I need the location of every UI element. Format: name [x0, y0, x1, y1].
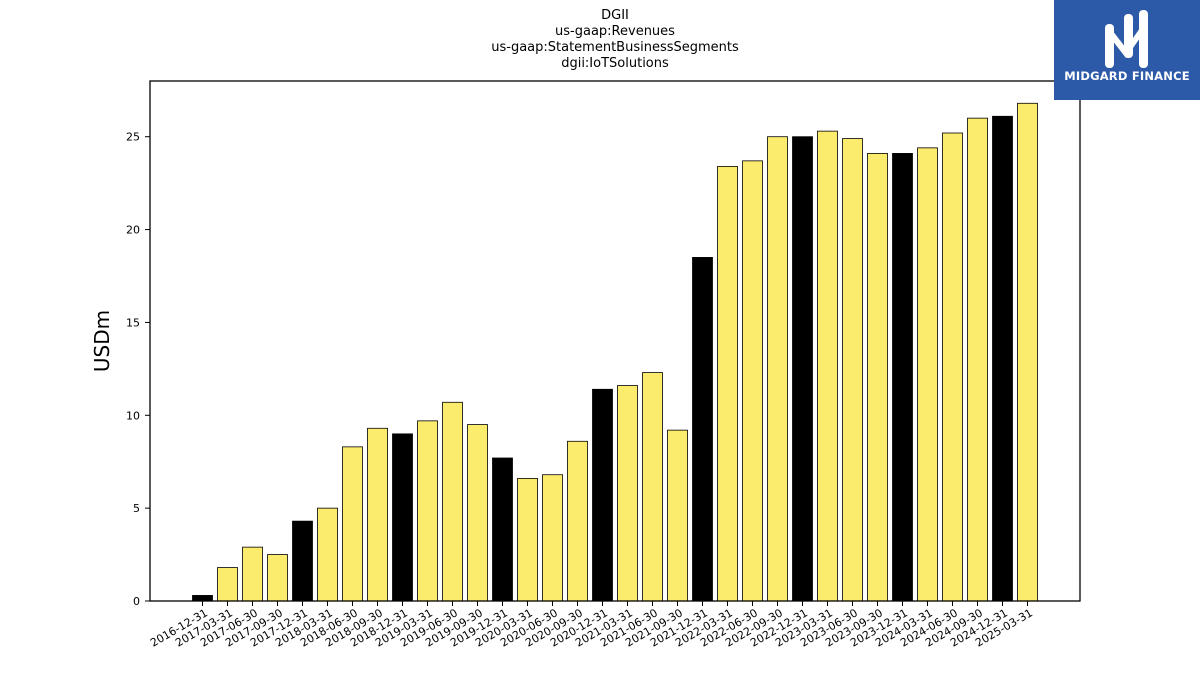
- bar-2017-03-31: [217, 567, 238, 602]
- bar-2020-09-30: [567, 440, 588, 602]
- bar-2017-12-31: [292, 520, 313, 602]
- bar-2024-06-30: [942, 132, 963, 602]
- bar-2023-06-30: [842, 138, 863, 602]
- x-axis: 2016-12-312017-03-312017-06-302017-09-30…: [148, 601, 1035, 650]
- title-line-3: us-gaap:StatementBusinessSegments: [491, 40, 739, 55]
- bar-2022-12-31: [792, 136, 813, 602]
- bar-2025-03-31: [1017, 102, 1038, 602]
- bar-2020-03-31: [517, 478, 538, 602]
- bar-2018-12-31: [392, 433, 413, 602]
- y-tick-label-5: 5: [133, 502, 140, 515]
- bar-2020-12-31: [592, 388, 613, 602]
- bars-group: [192, 102, 1038, 602]
- y-axis-label: USDm: [90, 310, 114, 372]
- bar-2021-06-30: [642, 372, 663, 602]
- bar-2019-09-30: [467, 424, 488, 602]
- bar-2021-12-31: [692, 257, 713, 602]
- bar-2023-12-31: [892, 153, 913, 602]
- midgard-finance-logo: MIDGARD FINANCE: [1054, 0, 1200, 100]
- y-tick-label-20: 20: [126, 224, 140, 237]
- bar-2016-12-31: [192, 595, 213, 602]
- y-axis: 0 5 10 15 20 25: [126, 131, 150, 608]
- bar-2022-09-30: [767, 136, 788, 602]
- y-tick-label-10: 10: [126, 409, 140, 422]
- bar-2022-03-31: [717, 166, 738, 602]
- y-tick-label-25: 25: [126, 131, 140, 144]
- bar-2019-06-30: [442, 401, 463, 602]
- bar-2024-09-30: [967, 117, 988, 602]
- bar-2020-06-30: [542, 474, 563, 602]
- plot-frame: [149, 80, 1081, 602]
- bar-2024-12-31: [992, 115, 1013, 602]
- title-line-1: DGII: [601, 8, 629, 23]
- bar-2017-06-30: [242, 546, 263, 602]
- logo-mark-icon: [1105, 10, 1148, 68]
- logo-text: MIDGARD FINANCE: [1064, 69, 1190, 83]
- bar-2018-06-30: [342, 446, 363, 602]
- bar-2023-03-31: [817, 130, 838, 602]
- bar-2021-03-31: [617, 385, 638, 602]
- bar-2018-09-30: [367, 427, 388, 602]
- title-line-2: us-gaap:Revenues: [555, 24, 675, 39]
- y-tick-label-15: 15: [126, 316, 140, 329]
- bar-2023-09-30: [867, 153, 888, 602]
- bar-2021-09-30: [667, 429, 688, 602]
- bar-2018-03-31: [317, 507, 338, 602]
- bar-2017-09-30: [267, 554, 288, 602]
- bar-2019-03-31: [417, 420, 438, 602]
- bar-2024-03-31: [917, 147, 938, 602]
- bar-2019-12-31: [492, 457, 513, 602]
- bar-2022-06-30: [742, 160, 763, 602]
- title-line-4: dgii:IoTSolutions: [561, 56, 669, 71]
- y-tick-label-0: 0: [133, 595, 140, 608]
